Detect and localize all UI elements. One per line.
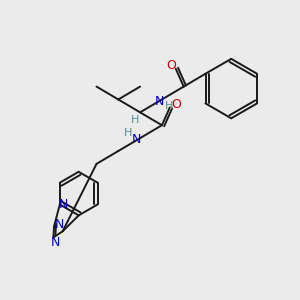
Text: H: H <box>124 128 132 138</box>
Text: O: O <box>171 98 181 111</box>
Text: H: H <box>165 101 173 111</box>
Text: N: N <box>51 236 60 249</box>
Text: N: N <box>155 95 165 108</box>
Text: O: O <box>166 59 176 72</box>
Text: N: N <box>59 198 68 211</box>
Text: H: H <box>131 115 139 125</box>
Text: N: N <box>54 218 64 231</box>
Text: N: N <box>131 133 141 146</box>
